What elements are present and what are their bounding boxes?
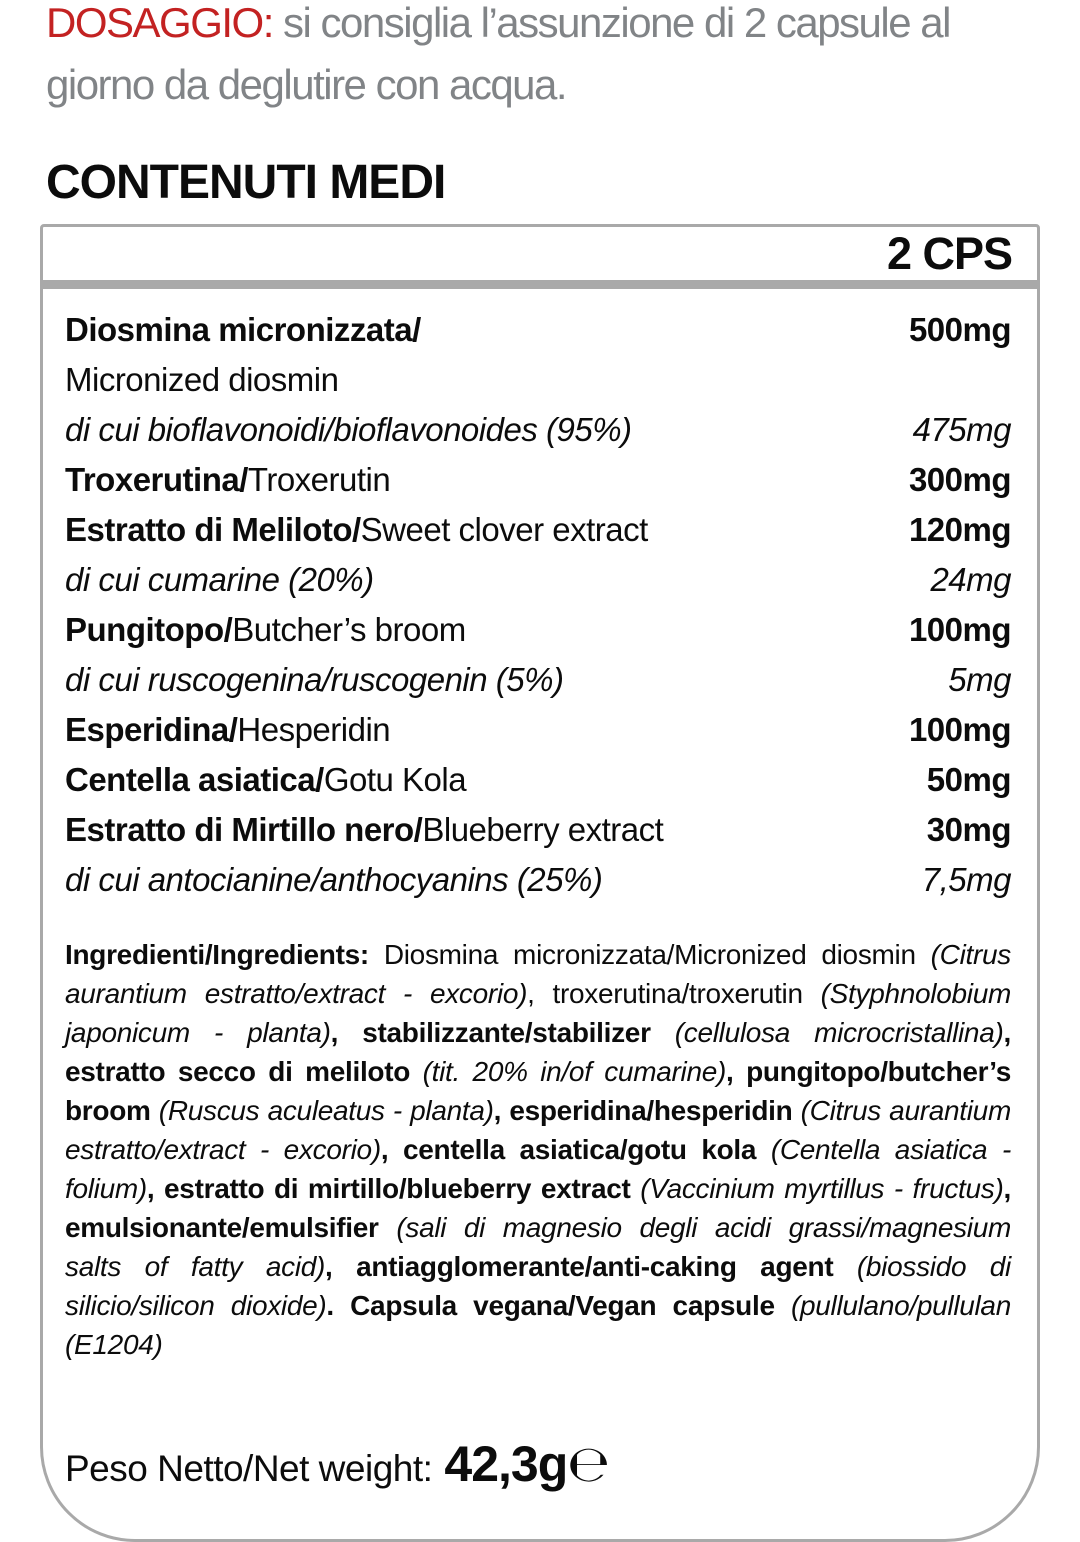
nutrient-subrow: di cui bioflavonoidi/bioflavonoides (95%… [65, 405, 1012, 455]
nutrient-name-en: Gotu Kola [323, 761, 467, 798]
subcomponent-name: di cui bioflavonoidi/bioflavonoides (95%… [65, 411, 632, 448]
ingredient-segment: Ingredienti/Ingredients: [65, 939, 369, 970]
nutrient-name: Diosmina micronizzata/ [65, 305, 421, 355]
table-body: Diosmina micronizzata/ 500mg Micronized … [43, 289, 1037, 1539]
nutrient-name: Estratto di Meliloto/Sweet clover extrac… [65, 505, 648, 555]
nutrient-value: 30mg [926, 811, 1012, 848]
ingredient-segment: , troxerutina/troxerutin [527, 978, 821, 1009]
nutrient-name-en: Sweet clover extract [360, 511, 649, 548]
nutrient-row: Pungitopo/Butcher’s broom 100mg [65, 605, 1012, 655]
ingredient-segment: , stabilizzante/stabilizer [330, 1017, 675, 1048]
nutrient-name: Estratto di Mirtillo nero/Blueberry extr… [65, 805, 664, 855]
nutrient-row: Troxerutina/Troxerutin 300mg [65, 455, 1012, 505]
ingredient-segment: , antiagglomerante/anti-caking agent [325, 1251, 857, 1282]
subcomponent-value: 475mg [912, 411, 1012, 448]
nutrient-name-it: Troxerutina/ [65, 461, 248, 498]
nutrient-row: Esperidina/Hesperidin 100mg [65, 705, 1012, 755]
nutrient-name: Esperidina/Hesperidin [65, 705, 391, 755]
nutrient-name-it: Pungitopo/ [65, 611, 233, 648]
subcomponent-name: di cui antocianine/anthocyanins (25%) [65, 861, 603, 898]
nutrient-value: 300mg [908, 461, 1012, 498]
ingredient-segment: (Citrus aurantium estratto/extract - exc… [65, 939, 1011, 1009]
ingredient-segment: (Styphnolobium japonicum - planta) [65, 978, 1011, 1048]
subcomponent-value: 7,5mg [921, 861, 1012, 898]
nutrient-value: 100mg [908, 711, 1012, 748]
nutrient-value: 500mg [908, 311, 1012, 348]
section-title: CONTENUTI MEDI [46, 156, 446, 209]
nutrient-name-it: Estratto di Mirtillo nero/ [65, 811, 423, 848]
nutrient-name-it: Diosmina micronizzata/ [65, 311, 421, 348]
nutrient-name-en: Butcher’s broom [232, 611, 466, 648]
nutrient-name: Pungitopo/Butcher’s broom [65, 605, 466, 655]
ingredient-segment: (biossido di silicio/silicon dioxide) [65, 1251, 1011, 1321]
nutrient-subrow: di cui cumarine (20%) 24mg [65, 555, 1011, 605]
nutrient-name-en: Troxerutin [247, 461, 391, 498]
ingredient-segment: Diosmina micronizzata/Micronized diosmin [368, 939, 931, 970]
nutrient-name-en: Blueberry extract [422, 811, 664, 848]
nutrient-name: Troxerutina/Troxerutin [65, 455, 391, 505]
nutrient-subrow: di cui antocianine/anthocyanins (25%) 7,… [65, 855, 1012, 905]
ingredient-segment: (sali di magnesio degli acidi grassi/mag… [65, 1212, 1012, 1282]
ingredient-segment: (cellulosa microcristallina) [674, 1017, 1004, 1048]
nutrient-name: Centella asiatica/Gotu Kola [65, 755, 467, 805]
nutrient-value: 50mg [926, 761, 1012, 798]
nutrient-name-it: Esperidina/ [65, 711, 238, 748]
ingredient-segment: , estratto di mirtillo/blueberry extract [146, 1173, 641, 1204]
ingredient-segment: (Citrus aurantium estratto/extract - exc… [65, 1095, 1011, 1165]
nutrient-value: 100mg [908, 611, 1012, 648]
net-weight-line: Peso Netto/Net weight: 42,3g ℮ [65, 1435, 1011, 1493]
nutrient-row: Centella asiatica/Gotu Kola 50mg [65, 755, 1012, 805]
ingredient-segment: (tit. 20% in/of cumarine) [422, 1056, 727, 1087]
subcomponent-name: di cui ruscogenina/ruscogenin (5%) [65, 661, 564, 698]
table-header-row: 2 CPS [43, 227, 1037, 289]
subcomponent-value: 5mg [948, 661, 1011, 698]
ingredient-segment: , estratto secco di meliloto [65, 1017, 1011, 1087]
ingredient-segment: , pungitopo/butcher’s broom [65, 1056, 1011, 1126]
net-weight-label: Peso Netto/Net weight: [65, 1448, 433, 1489]
nutrient-name-it: Centella asiatica/ [65, 761, 324, 798]
dosage-label: DOSAGGIO: [46, 0, 274, 46]
ingredient-segment: , emulsionante/emulsifier [65, 1173, 1011, 1243]
ingredient-segment: (Ruscus aculeatus - planta) [158, 1095, 494, 1126]
nutrient-subrow: di cui ruscogenina/ruscogenin (5%) 5mg [65, 655, 1011, 705]
estimated-sign: ℮ [567, 1435, 610, 1493]
dosage-text: DOSAGGIO: si consiglia l’assunzione di 2… [40, 0, 1040, 116]
nutrient-name-it: Estratto di Meliloto/ [65, 511, 361, 548]
ingredient-segment: (Vaccinium myrtillus - fructus) [640, 1173, 1004, 1204]
nutrient-value: 120mg [908, 511, 1012, 548]
subcomponent-value: 24mg [930, 561, 1011, 598]
dosage-body: si consiglia l’assunzione di 2 capsule a… [46, 0, 951, 108]
table-header-cps: 2 CPS [886, 227, 1013, 279]
nutrient-row: Diosmina micronizzata/ 500mg [65, 305, 1012, 355]
contents-table: 2 CPS Diosmina micronizzata/ 500mg Micro… [40, 224, 1040, 1542]
ingredient-segment: , centella asiatica/gotu kola [380, 1134, 771, 1165]
nutrient-name-en: Micronized diosmin [65, 361, 339, 398]
ingredient-segment: (pullulano/pullulan (E1204) [65, 1290, 1011, 1360]
nutrient-row-continuation: Micronized diosmin [65, 355, 1011, 405]
subcomponent-name: di cui cumarine (20%) [65, 561, 374, 598]
nutrient-name: Micronized diosmin [65, 355, 339, 405]
ingredient-segment: (Centella asiatica - folium) [65, 1134, 1011, 1204]
net-weight-value: 42,3g [444, 1436, 568, 1492]
ingredients-paragraph: Ingredienti/Ingredients: Diosmina micron… [65, 935, 1011, 1364]
nutrient-row: Estratto di Mirtillo nero/Blueberry extr… [65, 805, 1012, 855]
ingredient-segment: . Capsula vegana/Vegan capsule [326, 1290, 791, 1321]
nutrient-row: Estratto di Meliloto/Sweet clover extrac… [65, 505, 1012, 555]
ingredient-segment: , esperidina/hesperidin [493, 1095, 801, 1126]
nutrient-name-en: Hesperidin [237, 711, 391, 748]
